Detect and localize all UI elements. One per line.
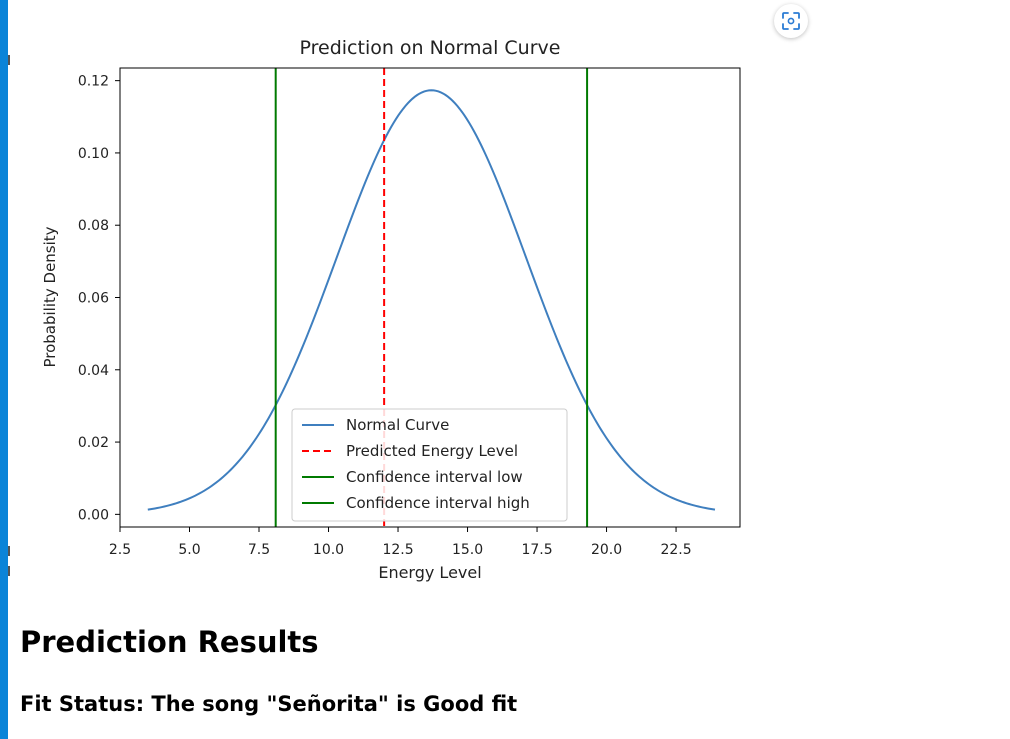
x-tick-label: 20.0 (591, 542, 622, 558)
x-tick-label: 5.0 (178, 542, 200, 558)
x-tick-label: 17.5 (521, 542, 552, 558)
y-tick-label: 0.04 (78, 363, 109, 379)
left-accent-bar (0, 0, 8, 739)
x-tick-label: 12.5 (382, 542, 413, 558)
legend-box (291, 408, 568, 522)
legend-label: Confidence interval low (346, 468, 523, 486)
fullscreen-button[interactable] (774, 4, 808, 38)
y-axis-label: Probability Density (41, 226, 59, 367)
edge-marker (8, 55, 10, 65)
chart-title: Prediction on Normal Curve (300, 37, 561, 59)
x-tick-label: 10.0 (313, 542, 344, 558)
legend-label: Predicted Energy Level (346, 442, 518, 460)
normal-curve-line (147, 89, 716, 511)
y-tick-label: 0.06 (78, 291, 109, 307)
fullscreen-expand-icon (782, 12, 800, 30)
edge-marker (8, 566, 10, 576)
y-tick-label: 0.02 (78, 435, 109, 451)
y-tick-label: 0.12 (78, 74, 109, 90)
normal-curve-chart: Prediction on Normal Curve Probability D… (41, 37, 741, 582)
x-axis-label: Energy Level (378, 563, 481, 582)
fit-status-text: Fit Status: The song "Señorita" is Good … (20, 692, 518, 716)
x-tick-label: 22.5 (660, 542, 691, 558)
plot-frame (119, 67, 741, 528)
y-tick-label: 0.10 (78, 146, 109, 162)
legend-label: Normal Curve (346, 416, 449, 434)
edge-marker (8, 546, 10, 556)
x-tick-label: 7.5 (248, 542, 270, 558)
legend-label: Confidence interval high (346, 494, 530, 512)
prediction-results-heading: Prediction Results (20, 625, 319, 659)
y-tick-label: 0.00 (78, 507, 109, 523)
x-tick-label: 15.0 (452, 542, 483, 558)
x-tick-label: 2.5 (109, 542, 131, 558)
legend: Normal Curve Predicted Energy Level Confid… (291, 408, 568, 522)
y-tick-label: 0.08 (78, 218, 109, 234)
